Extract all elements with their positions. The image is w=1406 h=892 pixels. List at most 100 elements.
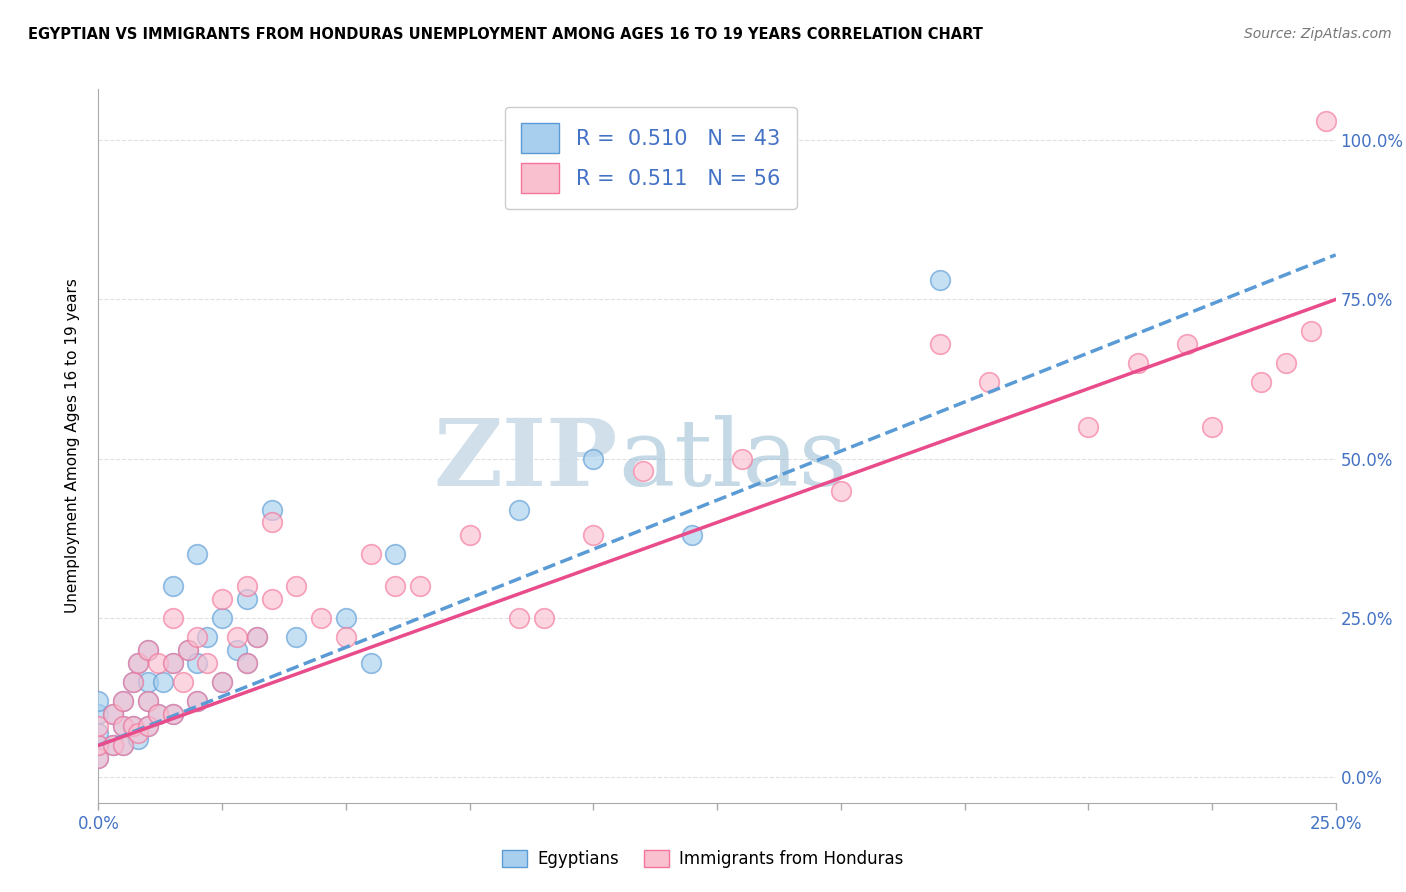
- Point: [162, 656, 184, 670]
- Point: [127, 656, 149, 670]
- Point: [236, 656, 259, 670]
- Point: [87, 739, 110, 753]
- Point: [186, 547, 208, 561]
- Point: [285, 630, 308, 644]
- Point: [236, 656, 259, 670]
- Point: [122, 719, 145, 733]
- Point: [195, 656, 218, 670]
- Point: [260, 516, 283, 530]
- Point: [162, 579, 184, 593]
- Point: [136, 719, 159, 733]
- Point: [1299, 324, 1322, 338]
- Point: [731, 451, 754, 466]
- Point: [186, 694, 208, 708]
- Point: [409, 579, 432, 593]
- Point: [360, 656, 382, 670]
- Point: [285, 579, 308, 593]
- Point: [146, 706, 169, 721]
- Point: [112, 739, 135, 753]
- Point: [246, 630, 269, 644]
- Point: [127, 732, 149, 747]
- Point: [103, 706, 125, 721]
- Point: [87, 751, 110, 765]
- Point: [195, 630, 218, 644]
- Point: [384, 579, 406, 593]
- Point: [152, 674, 174, 689]
- Point: [458, 528, 481, 542]
- Point: [246, 630, 269, 644]
- Point: [1315, 114, 1337, 128]
- Text: EGYPTIAN VS IMMIGRANTS FROM HONDURAS UNEMPLOYMENT AMONG AGES 16 TO 19 YEARS CORR: EGYPTIAN VS IMMIGRANTS FROM HONDURAS UNE…: [28, 27, 983, 42]
- Point: [162, 611, 184, 625]
- Point: [1201, 420, 1223, 434]
- Point: [226, 630, 249, 644]
- Point: [186, 694, 208, 708]
- Point: [136, 674, 159, 689]
- Legend: Egyptians, Immigrants from Honduras: Egyptians, Immigrants from Honduras: [496, 843, 910, 875]
- Point: [211, 674, 233, 689]
- Text: atlas: atlas: [619, 416, 848, 505]
- Point: [236, 591, 259, 606]
- Point: [87, 719, 110, 733]
- Point: [260, 502, 283, 516]
- Point: [979, 376, 1001, 390]
- Point: [582, 451, 605, 466]
- Point: [127, 725, 149, 739]
- Point: [186, 656, 208, 670]
- Point: [176, 643, 198, 657]
- Point: [127, 656, 149, 670]
- Point: [87, 739, 110, 753]
- Point: [1275, 356, 1298, 370]
- Point: [1175, 337, 1198, 351]
- Point: [162, 656, 184, 670]
- Point: [384, 547, 406, 561]
- Point: [112, 739, 135, 753]
- Point: [928, 337, 950, 351]
- Point: [260, 591, 283, 606]
- Point: [1250, 376, 1272, 390]
- Point: [681, 528, 703, 542]
- Point: [146, 706, 169, 721]
- Point: [186, 630, 208, 644]
- Point: [335, 611, 357, 625]
- Point: [335, 630, 357, 644]
- Point: [172, 674, 194, 689]
- Point: [146, 656, 169, 670]
- Y-axis label: Unemployment Among Ages 16 to 19 years: Unemployment Among Ages 16 to 19 years: [65, 278, 80, 614]
- Point: [508, 611, 530, 625]
- Point: [87, 706, 110, 721]
- Point: [136, 694, 159, 708]
- Point: [136, 719, 159, 733]
- Text: Source: ZipAtlas.com: Source: ZipAtlas.com: [1244, 27, 1392, 41]
- Point: [122, 674, 145, 689]
- Point: [103, 739, 125, 753]
- Point: [112, 694, 135, 708]
- Legend: R =  0.510   N = 43, R =  0.511   N = 56: R = 0.510 N = 43, R = 0.511 N = 56: [505, 107, 797, 210]
- Point: [112, 694, 135, 708]
- Point: [87, 694, 110, 708]
- Point: [122, 719, 145, 733]
- Point: [136, 643, 159, 657]
- Point: [226, 643, 249, 657]
- Point: [1126, 356, 1149, 370]
- Point: [103, 706, 125, 721]
- Point: [162, 706, 184, 721]
- Point: [103, 739, 125, 753]
- Point: [360, 547, 382, 561]
- Point: [136, 694, 159, 708]
- Point: [309, 611, 332, 625]
- Point: [1077, 420, 1099, 434]
- Point: [87, 725, 110, 739]
- Point: [211, 591, 233, 606]
- Point: [533, 611, 555, 625]
- Point: [508, 502, 530, 516]
- Point: [87, 751, 110, 765]
- Point: [928, 273, 950, 287]
- Point: [582, 528, 605, 542]
- Point: [122, 674, 145, 689]
- Point: [830, 483, 852, 498]
- Point: [236, 579, 259, 593]
- Point: [112, 719, 135, 733]
- Point: [176, 643, 198, 657]
- Text: ZIP: ZIP: [434, 416, 619, 505]
